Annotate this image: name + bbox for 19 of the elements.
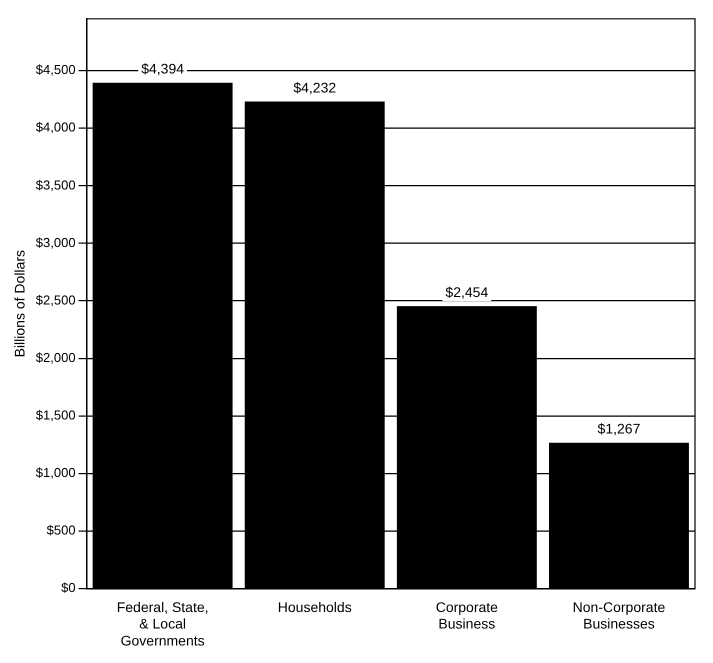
x-tick-label: Corporate Business <box>436 598 498 632</box>
y-tick-label: $2,500 <box>36 292 76 308</box>
y-tick-label: $4,500 <box>36 62 76 78</box>
data-label: $1,267 <box>598 420 641 437</box>
y-tick-label: $0 <box>61 580 76 596</box>
y-tick-label: $2,000 <box>36 350 76 365</box>
y-tick-label: $1,000 <box>36 465 76 480</box>
y-tick-label: $1,500 <box>36 408 76 423</box>
data-label: $4,232 <box>293 79 336 96</box>
x-tick-label: Federal, State, & Local Governments <box>116 598 209 648</box>
y-tick-label: $3,500 <box>36 177 76 192</box>
y-axis-title: Billions of Dollars <box>11 250 28 358</box>
x-tick-label: Households <box>278 598 352 615</box>
y-tick-label: $500 <box>46 522 76 538</box>
y-tick-label: $4,000 <box>36 120 76 135</box>
data-label: $4,394 <box>141 60 184 77</box>
y-tick-label: $3,000 <box>36 234 76 250</box>
x-tick-label: Non-Corporate Businesses <box>572 598 666 632</box>
data-label: $2,454 <box>445 284 488 300</box>
